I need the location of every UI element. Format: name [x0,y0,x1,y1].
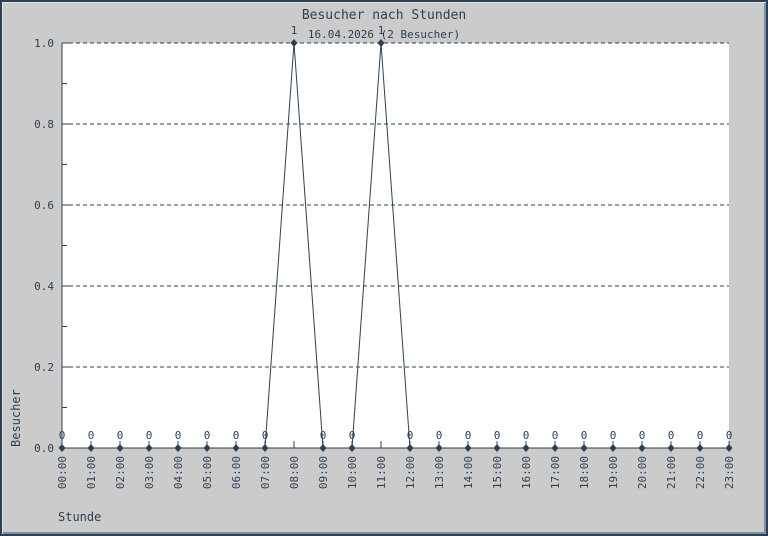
x-tick-label: 21:00 [665,456,678,489]
x-tick-label: 19:00 [607,456,620,489]
point-label: 0 [610,429,617,442]
point-label: 0 [494,429,501,442]
x-tick-label: 23:00 [723,456,736,489]
x-tick-label: 07:00 [259,456,272,489]
x-tick-label: 11:00 [375,456,388,489]
y-tick-label: 0.2 [34,361,54,374]
data-point-marker [580,444,588,452]
data-point-marker [638,444,646,452]
x-tick-label: 13:00 [433,456,446,489]
data-point-marker [87,444,95,452]
x-tick-label: 22:00 [694,456,707,489]
data-point-marker [464,444,472,452]
data-point-marker [406,444,414,452]
data-point-marker [435,444,443,452]
x-tick-label: 02:00 [114,456,127,489]
point-label: 0 [726,429,733,442]
point-label: 0 [552,429,559,442]
x-tick-label: 00:00 [56,456,69,489]
x-tick-label: 12:00 [404,456,417,489]
y-tick-label: 1.0 [34,37,54,50]
data-point-marker [522,444,530,452]
x-tick-label: 04:00 [172,456,185,489]
point-label: 1 [378,24,385,37]
x-tick-label: 20:00 [636,456,649,489]
x-tick-label: 06:00 [230,456,243,489]
x-tick-label: 03:00 [143,456,156,489]
x-tick-label: 05:00 [201,456,214,489]
point-label: 0 [581,429,588,442]
data-point-marker [377,39,385,47]
point-label: 0 [233,429,240,442]
plot-layers: 0.0 0.2 0.4 0.6 0.8 1.0 00:00 01:00 02:00 03:00 04… [34,24,736,489]
point-label: 0 [436,429,443,442]
x-tick-label: 01:00 [85,456,98,489]
y-tick-label: 0.4 [34,280,54,293]
x-tick-label: 18:00 [578,456,591,489]
chart-title: Besucher nach Stunden [302,8,466,23]
data-point-marker [174,444,182,452]
y-tick-label: 0.8 [34,118,54,131]
x-tick-label: 16:00 [520,456,533,489]
data-point-marker [493,444,501,452]
data-point-marker [290,39,298,47]
point-label: 0 [639,429,646,442]
point-label: 0 [523,429,530,442]
point-label: 0 [668,429,675,442]
point-label: 1 [291,24,298,37]
x-tick-label: 15:00 [491,456,504,489]
data-point-marker [725,444,733,452]
data-point-marker [116,444,124,452]
y-axis-title: Besucher [9,389,23,447]
data-line [62,42,729,449]
point-label: 0 [320,429,327,442]
point-label: 0 [465,429,472,442]
y-tick-label: 0.0 [34,442,54,455]
point-label: 0 [59,429,66,442]
point-label: 0 [204,429,211,442]
data-point-marker [145,444,153,452]
x-tick-label: 14:00 [462,456,475,489]
point-label: 0 [146,429,153,442]
point-label: 0 [407,429,414,442]
point-label: 0 [88,429,95,442]
data-point-marker [232,444,240,452]
data-point-marker [696,444,704,452]
x-tick-label: 10:00 [346,456,359,489]
x-tick-label: 08:00 [288,456,301,489]
data-point-marker [667,444,675,452]
point-label: 0 [262,429,269,442]
chart-subtitle: 16.04.2026 (2 Besucher) [308,28,460,41]
y-tick-label: 0.6 [34,199,54,212]
x-tick-label: 09:00 [317,456,330,489]
data-point-marker [551,444,559,452]
data-point-marker [609,444,617,452]
data-point-marker [348,444,356,452]
x-axis-title: Stunde [58,510,101,524]
data-point-marker [319,444,327,452]
point-label: 0 [349,429,356,442]
data-point-marker [58,444,66,452]
point-label: 0 [175,429,182,442]
data-point-marker [203,444,211,452]
point-label: 0 [117,429,124,442]
x-tick-label: 17:00 [549,456,562,489]
point-label: 0 [697,429,704,442]
data-point-marker [261,444,269,452]
